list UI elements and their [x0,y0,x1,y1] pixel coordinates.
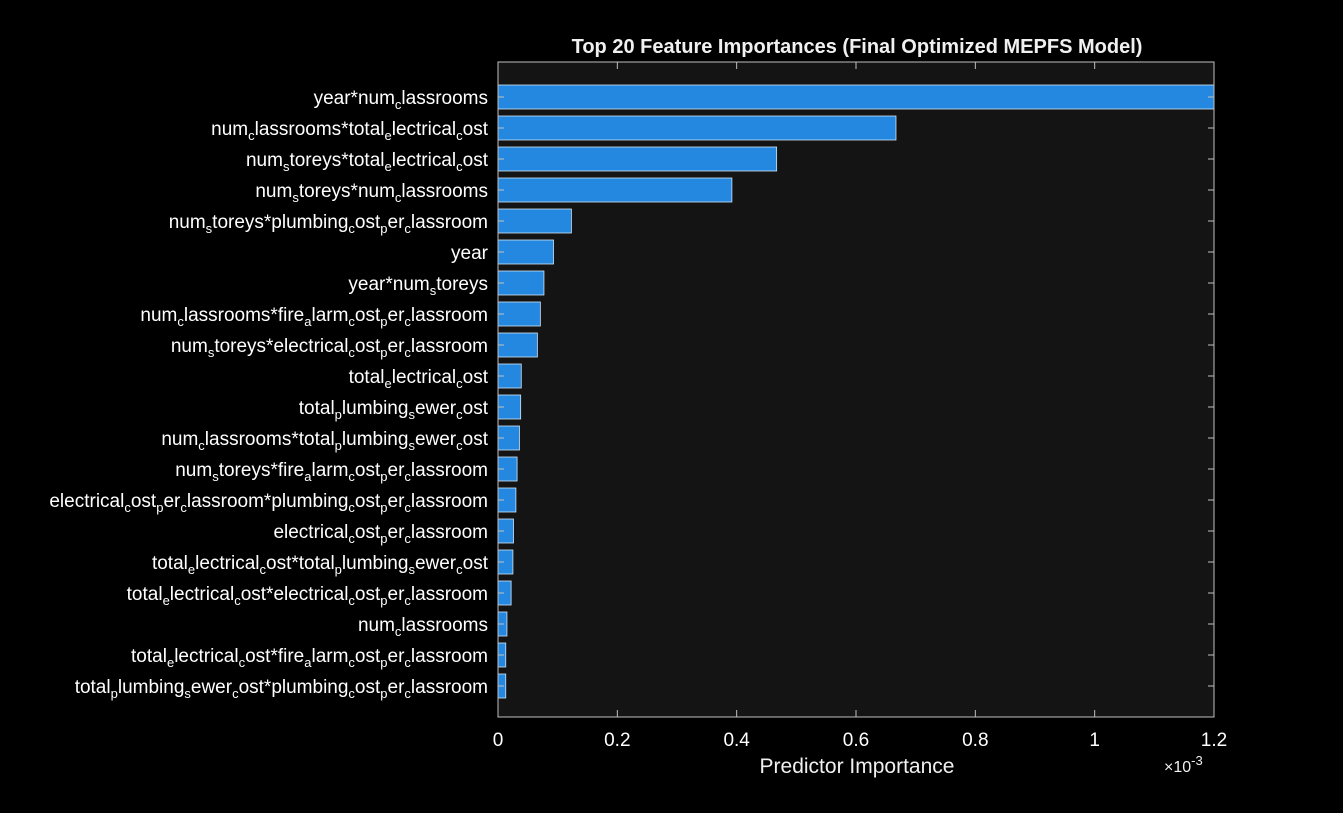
x-tick-label-1: 0 [493,730,504,751]
x-axis-label: Predictor Importance [760,755,955,778]
chart-title: Top 20 Feature Importances (Final Optimi… [572,36,1143,58]
bar-2 [497,115,897,141]
x-tick-label-6: 1 [1089,730,1100,751]
y-tick-label-15: electricalcostperclassroom [273,522,488,546]
y-tick-label-9: numstoreys*electricalcostperclassroom [171,336,488,360]
bar-6 [497,239,554,265]
y-tick-label-8: numclassrooms*firealarmcostperclassroom [140,305,488,329]
y-tick-label-11: totalplumbingsewercost [299,398,489,422]
y-tick-label-12: numclassrooms*totalplumbingsewercost [161,429,488,453]
y-tick-label-10: totalelectricalcost [349,367,489,391]
y-tick-label-13: numstoreys*firealarmcostperclassroom [175,460,488,484]
y-tick-label-17: totalelectricalcost*electricalcostpercla… [127,584,488,608]
bar-4 [497,177,733,203]
bar-1 [497,84,1215,110]
bars-layer [497,84,1215,699]
x-tick-label-5: 0.8 [962,730,988,751]
y-tick-label-2: numclassrooms*totalelectricalcost [211,119,489,143]
y-tick-label-18: numclassrooms [358,615,488,639]
x-axis-multiplier-exponent: -3 [1191,753,1203,768]
y-tick-label-6: year [451,243,489,264]
x-tick-label-7: 1.2 [1201,730,1227,751]
bar-7 [497,270,545,296]
y-tick-label-3: numstoreys*totalelectricalcost [246,150,489,174]
y-tick-labels: year*numclassrooms numclassrooms*totalele… [49,88,1214,701]
bar-5 [497,208,572,234]
x-axis: 0 0.2 0.4 0.6 0.8 1 1.2 [493,62,1227,751]
y-tick-label-16: totalelectricalcost*totalplumbingsewerco… [152,553,489,577]
y-tick-label-14: electricalcostperclassroom*plumbingcostp… [49,491,488,515]
y-tick-label-1: year*numclassrooms [314,88,488,112]
x-axis-multiplier-base: ×10 [1164,759,1191,776]
x-tick-label-4: 0.6 [843,730,869,751]
bar-8 [497,301,541,327]
y-tick-label-5: numstoreys*plumbingcostperclassroom [169,212,488,236]
bar-3 [497,146,778,172]
x-tick-label-2: 0.2 [604,730,630,751]
x-axis-multiplier: ×10-3 [1164,753,1203,776]
y-tick-label-19: totalelectricalcost*firealarmcostperclas… [131,646,488,670]
y-tick-label-7: year*numstoreys [348,274,488,298]
y-tick-label-4: numstoreys*numclassrooms [255,181,488,205]
plot-frame [497,61,1215,718]
y-tick-label-20: totalplumbingsewercost*plumbingcostpercl… [75,677,488,701]
x-tick-label-3: 0.4 [723,730,750,751]
